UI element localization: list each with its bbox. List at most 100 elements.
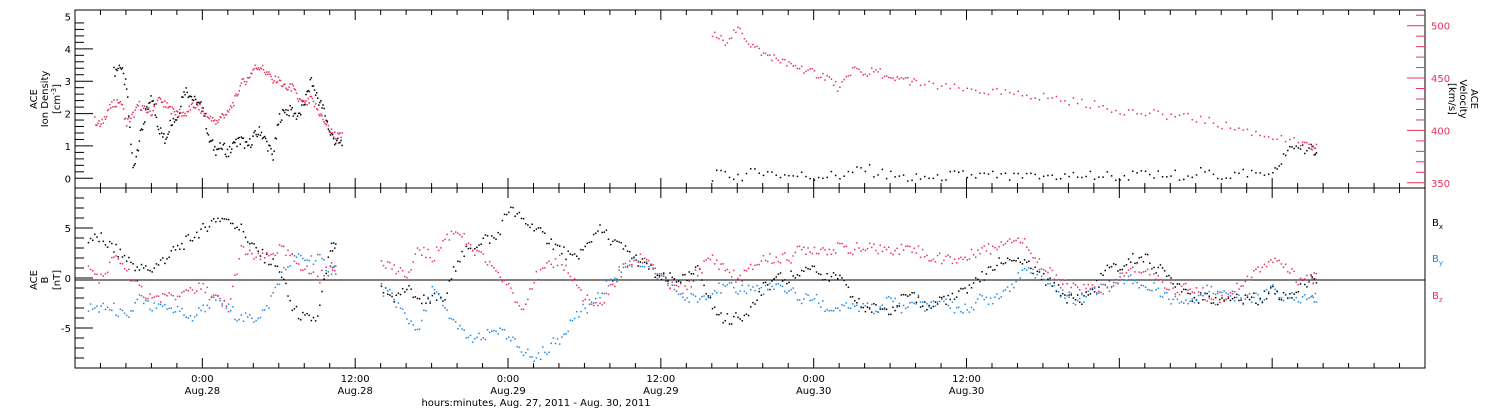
data-point	[435, 246, 438, 248]
data-point	[798, 67, 801, 70]
data-point	[1123, 275, 1126, 277]
data-point	[435, 299, 438, 301]
data-point	[1314, 278, 1317, 281]
data-point	[981, 247, 983, 249]
data-point	[582, 300, 584, 302]
data-point	[943, 300, 945, 303]
data-point	[215, 154, 217, 156]
data-point	[1282, 266, 1285, 268]
data-point	[1168, 288, 1170, 291]
data-point	[1229, 299, 1232, 302]
data-point	[297, 112, 300, 115]
data-point	[828, 280, 831, 282]
data-point	[247, 144, 250, 147]
data-point	[179, 248, 181, 250]
data-point	[998, 257, 1000, 259]
data-point	[1032, 268, 1034, 271]
data-point	[533, 281, 535, 284]
data-point	[266, 253, 268, 255]
data-point	[1064, 297, 1066, 299]
data-point	[1136, 281, 1138, 284]
data-point	[137, 105, 140, 107]
data-point	[142, 296, 145, 299]
data-point	[1272, 261, 1274, 264]
data-point	[129, 120, 131, 123]
data-point	[813, 265, 816, 268]
data-point	[781, 280, 784, 282]
data-point	[552, 337, 555, 339]
data-point	[128, 256, 130, 259]
data-point	[750, 306, 752, 308]
data-point	[834, 80, 837, 83]
data-point	[805, 253, 807, 256]
data-point	[140, 109, 143, 111]
data-point	[1257, 294, 1259, 296]
data-point	[1144, 270, 1147, 273]
data-point	[722, 283, 724, 286]
data-point	[332, 137, 335, 140]
data-point	[1093, 287, 1096, 290]
data-point	[505, 337, 508, 340]
data-point	[255, 246, 257, 249]
data-point	[240, 314, 243, 316]
data-point	[1297, 283, 1300, 286]
data-point	[330, 132, 333, 135]
data-point	[493, 237, 495, 239]
data-point	[879, 306, 881, 308]
data-point	[887, 246, 890, 248]
data-point	[1042, 278, 1045, 281]
data-point	[1284, 294, 1287, 296]
data-point	[758, 287, 760, 290]
data-point	[580, 248, 582, 251]
data-point	[476, 336, 478, 339]
data-point	[450, 230, 453, 233]
data-point	[1011, 241, 1013, 244]
data-point	[1293, 136, 1295, 139]
data-point	[195, 103, 198, 106]
data-point	[794, 251, 797, 254]
data-point	[276, 81, 279, 83]
data-point	[115, 314, 117, 316]
data-point	[1238, 294, 1240, 296]
data-point	[119, 308, 122, 311]
data-point	[307, 89, 309, 92]
data-point	[864, 73, 867, 76]
data-point	[406, 318, 408, 320]
data-point	[847, 286, 850, 289]
data-point	[1034, 97, 1036, 99]
data-point	[849, 252, 852, 254]
data-point	[947, 304, 949, 307]
data-point	[427, 297, 429, 300]
top-panel-frame	[74, 9, 1426, 189]
data-point	[737, 277, 739, 280]
data-point	[862, 306, 864, 309]
data-point	[813, 179, 816, 181]
data-point	[1259, 299, 1261, 301]
data-point	[488, 331, 491, 334]
data-point	[1293, 147, 1295, 150]
data-point	[312, 316, 315, 319]
data-point	[1174, 293, 1177, 295]
data-point	[645, 261, 648, 263]
data-point	[1072, 97, 1075, 99]
data-point	[972, 308, 975, 311]
data-point	[1161, 296, 1164, 298]
data-point	[972, 254, 975, 256]
data-point	[197, 104, 199, 107]
data-point	[261, 252, 264, 254]
data-point	[775, 276, 777, 278]
density-ylabel-line3: [cm-3]	[50, 84, 63, 114]
data-point	[1214, 296, 1217, 299]
data-point	[179, 108, 181, 111]
data-point	[1200, 292, 1202, 295]
b-y-axis: -505	[61, 197, 93, 359]
data-point	[1185, 288, 1187, 291]
data-point	[1013, 93, 1015, 95]
data-point	[750, 263, 752, 266]
data-point	[185, 289, 187, 291]
data-point	[907, 180, 909, 182]
data-point	[1172, 287, 1174, 289]
data-point	[588, 299, 591, 301]
data-point	[153, 296, 156, 298]
